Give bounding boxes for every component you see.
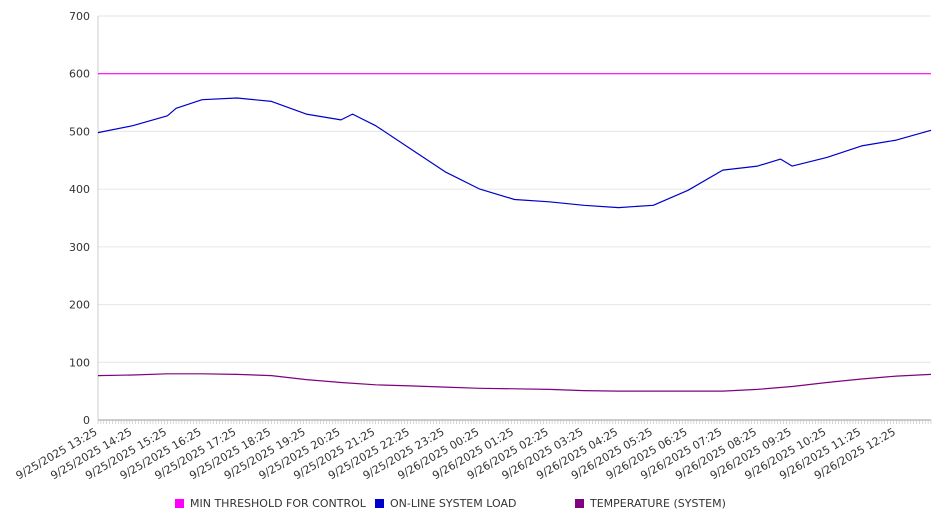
grid-lines xyxy=(98,15,931,363)
legend: MIN THRESHOLD FOR CONTROL ON-LINE SYSTEM… xyxy=(0,497,946,515)
y-tick-label: 600 xyxy=(69,68,90,81)
legend-item-temperature[interactable]: TEMPERATURE (SYSTEM) xyxy=(575,497,726,510)
legend-swatch-system-load xyxy=(375,499,384,508)
y-tick-label: 100 xyxy=(69,356,90,369)
legend-label-min-threshold: MIN THRESHOLD FOR CONTROL xyxy=(190,497,366,510)
legend-label-system-load: ON-LINE SYSTEM LOAD xyxy=(390,497,517,510)
legend-label-temperature: TEMPERATURE (SYSTEM) xyxy=(590,497,726,510)
series-line-1 xyxy=(97,97,932,209)
y-tick-label: 400 xyxy=(69,183,90,196)
axes xyxy=(97,16,932,424)
x-tick-labels: 9/25/2025 13:259/25/2025 14:259/25/2025 … xyxy=(14,425,898,482)
y-tick-label: 200 xyxy=(69,299,90,312)
legend-swatch-temperature xyxy=(575,499,584,508)
x-axis-ticks xyxy=(97,420,932,424)
y-tick-labels: 0 100 200 300 400 500 600 700 xyxy=(69,10,90,427)
y-tick-label: 300 xyxy=(69,241,90,254)
series-lines xyxy=(97,73,932,392)
line-chart: 0 100 200 300 400 500 600 700 9/25/2025 13:259/… xyxy=(14,10,932,482)
y-tick-label: 500 xyxy=(69,125,90,138)
series-line-2 xyxy=(97,373,932,392)
y-tick-label: 700 xyxy=(69,10,90,23)
legend-item-min-threshold[interactable]: MIN THRESHOLD FOR CONTROL xyxy=(175,497,366,510)
legend-swatch-min-threshold xyxy=(175,499,184,508)
legend-item-system-load[interactable]: ON-LINE SYSTEM LOAD xyxy=(375,497,516,510)
y-tick-label: 0 xyxy=(83,414,90,427)
